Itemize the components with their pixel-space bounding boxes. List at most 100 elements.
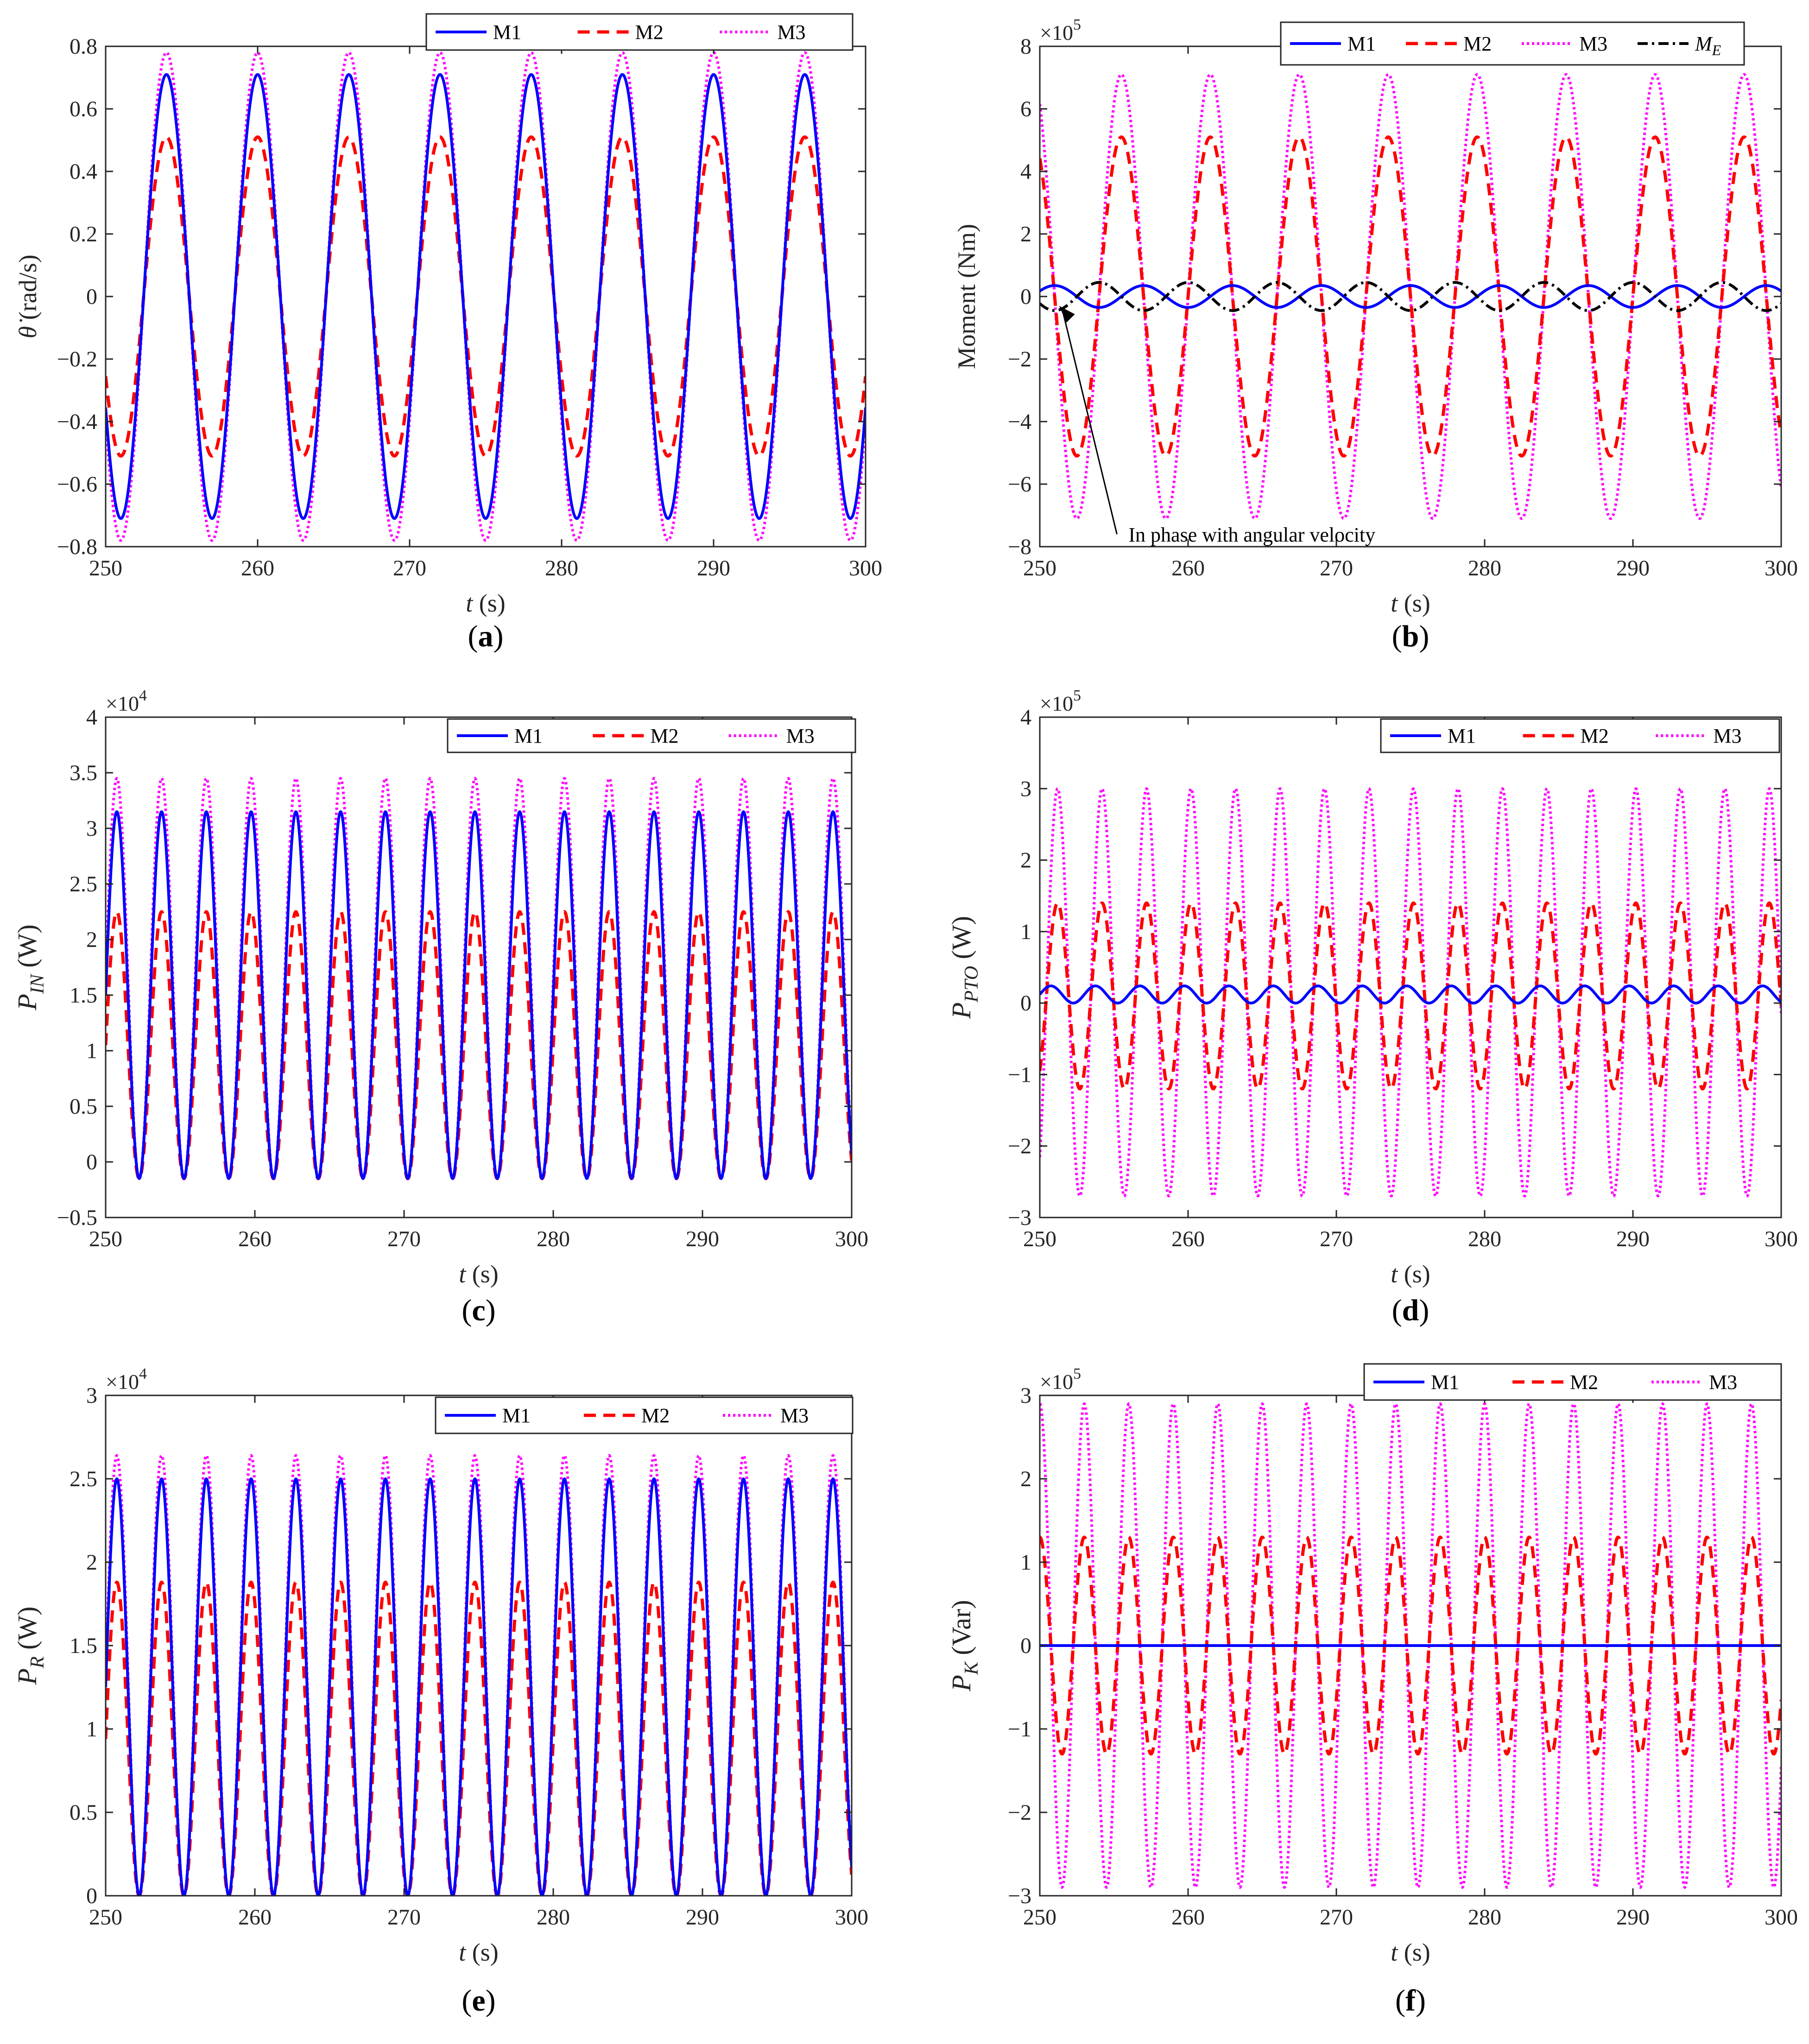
series-line-m1 [1040, 984, 1781, 1005]
legend-label: M2 [635, 21, 664, 44]
y-tick-label: 0.6 [70, 97, 97, 121]
axis-multiplier: ×105 [1040, 687, 1081, 715]
y-tick-label: −0.2 [57, 347, 97, 372]
axis-multiplier: ×104 [106, 687, 147, 715]
series-group [1040, 787, 1781, 1198]
y-tick-label: 0 [1020, 991, 1031, 1016]
y-tick-label: 0 [86, 1150, 97, 1174]
y-tick-label: 3 [1020, 776, 1031, 801]
x-tick-label: 290 [1616, 556, 1650, 580]
x-tick-label: 260 [1171, 1227, 1205, 1251]
x-axis-label: t (s) [1391, 589, 1430, 617]
annotation-text: In phase with angular velocity [1128, 524, 1375, 546]
x-tick-label: 250 [1023, 1905, 1056, 1930]
y-tick-label: 1 [1020, 920, 1031, 944]
y-tick-label: 1 [1020, 1550, 1031, 1575]
series-line-m2 [106, 1580, 852, 1896]
x-tick-label: 290 [686, 1905, 719, 1930]
legend-label: M3 [1579, 32, 1607, 55]
y-tick-label: −0.6 [57, 472, 97, 497]
y-tick-label: 0 [86, 284, 97, 309]
y-tick-label: −6 [1008, 472, 1031, 497]
panel-label: (a) [468, 619, 504, 653]
y-tick-label: −0.4 [57, 410, 97, 434]
y-tick-label: −2 [1008, 1800, 1031, 1825]
y-axis-label: θ̇ (rad/s) [14, 255, 42, 339]
axis-multiplier: ×104 [106, 1365, 147, 1394]
x-tick-label: 270 [393, 556, 426, 580]
x-tick-label: 300 [1765, 556, 1798, 580]
y-tick-label: 4 [1020, 705, 1031, 730]
y-tick-label: −1 [1008, 1717, 1031, 1741]
legend-label: M2 [1570, 1371, 1598, 1394]
panel-label: (b) [1392, 619, 1429, 653]
x-tick-label: 280 [1468, 556, 1501, 580]
y-tick-label: 0 [1020, 284, 1031, 309]
x-tick-label: 250 [89, 1905, 122, 1930]
y-tick-label: 0 [1020, 1634, 1031, 1658]
y-tick-label: 0.5 [70, 1800, 97, 1825]
x-tick-label: 250 [1023, 1227, 1056, 1251]
x-tick-label: 270 [1320, 556, 1353, 580]
x-tick-label: 280 [1468, 1227, 1501, 1251]
x-tick-label: 250 [89, 1227, 122, 1251]
x-tick-label: 260 [238, 1227, 272, 1251]
x-axis-label: t (s) [459, 1938, 499, 1966]
x-axis-label: t (s) [1391, 1260, 1430, 1288]
legend-label: M1 [1347, 32, 1376, 55]
series-line-m1 [106, 73, 866, 520]
x-tick-label: 280 [1468, 1905, 1501, 1930]
legend: M1 M2 M3 [435, 1396, 854, 1434]
series-line-m1 [1040, 284, 1781, 309]
y-tick-label: 2.5 [70, 1467, 97, 1491]
x-tick-label: 270 [387, 1227, 421, 1251]
x-tick-label: 300 [835, 1227, 868, 1251]
axes-box [105, 45, 867, 548]
legend-label: M1 [514, 725, 543, 747]
x-tick-label: 300 [1765, 1905, 1798, 1930]
y-tick-label: 4 [86, 705, 97, 730]
chart-a: 250 260 270 280 290 300 −0.8 −0.6 −0.4 −0.2 0 0.2 0.… [14, 13, 882, 653]
series-line-m2 [1040, 135, 1781, 458]
y-tick-label: 2 [86, 1550, 97, 1575]
y-tick-label: 1 [86, 1039, 97, 1063]
y-tick-label: 3 [86, 1383, 97, 1408]
legend-label: M2 [641, 1404, 670, 1427]
axes-box [1039, 716, 1782, 1218]
series-line-m2 [1040, 1535, 1781, 1756]
series-group [106, 777, 852, 1180]
axes-box [105, 716, 853, 1218]
y-tick-label: 3 [86, 816, 97, 841]
x-tick-label: 290 [1616, 1905, 1650, 1930]
x-tick-label: 300 [849, 556, 882, 580]
y-tick-label: 1 [86, 1717, 97, 1741]
legend-label: M2 [650, 725, 678, 747]
y-tick-label: 2 [1020, 1467, 1031, 1491]
annotation-arrow [1062, 311, 1118, 535]
x-tick-label: 260 [1171, 556, 1205, 580]
series-line-me [1040, 281, 1781, 312]
x-axis-label: t (s) [1391, 1938, 1430, 1966]
x-tick-label: 260 [1171, 1905, 1205, 1930]
annotation-arrow-head [1059, 306, 1075, 323]
legend: M1 M2 M3 [1380, 718, 1780, 753]
x-tick-label: 250 [89, 556, 122, 580]
legend-label: M1 [502, 1404, 531, 1427]
x-tick-label: 270 [1320, 1227, 1353, 1251]
legend-label: ME [1695, 32, 1721, 58]
chart-e: 250 260 270 280 290 300 0 0.5 1 1.5 2 2.5 3 ×104 t (s)… [12, 1365, 868, 2018]
x-tick-label: 280 [537, 1227, 570, 1251]
legend-label: M2 [1581, 725, 1609, 747]
y-tick-label: −2 [1008, 1134, 1031, 1159]
y-tick-label: −0.5 [57, 1205, 97, 1230]
panel-label: (c) [462, 1293, 495, 1327]
legend: M1 M2 M3 [425, 13, 854, 51]
chart-c: 250 260 270 280 290 300 −0.5 0 0.5 1 1.5 2 2.5 3 3.5 4 ×… [12, 687, 868, 1327]
y-tick-label: 2 [1020, 222, 1031, 246]
series-group [106, 1454, 852, 1896]
x-tick-label: 290 [697, 556, 730, 580]
y-tick-label: 4 [1020, 159, 1031, 184]
y-tick-label: 1.5 [70, 983, 97, 1008]
y-tick-label: 0.5 [70, 1094, 97, 1119]
